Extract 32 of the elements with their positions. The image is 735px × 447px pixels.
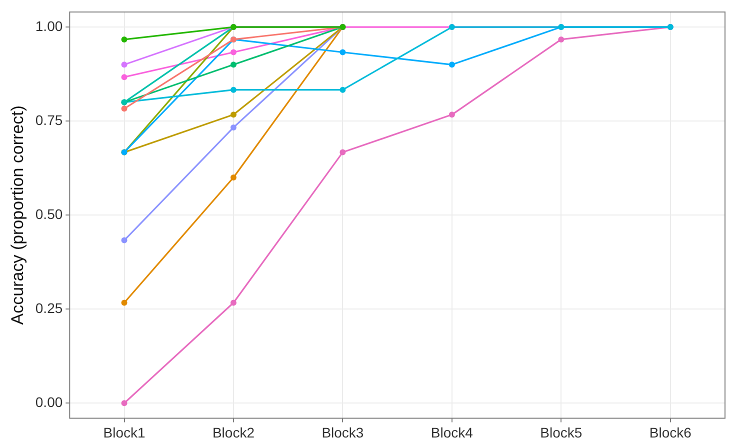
point [121, 106, 128, 112]
x-tick-label: Block5 [540, 424, 582, 440]
y-tick-label: 0.50 [35, 206, 63, 222]
point [121, 237, 128, 244]
point [230, 62, 236, 68]
point [230, 300, 236, 306]
point [448, 62, 455, 68]
point [230, 174, 236, 180]
point [121, 62, 128, 68]
point [230, 124, 236, 130]
x-tick-label: Block2 [212, 424, 255, 440]
point [121, 300, 128, 306]
x-tick-label: Block4 [430, 424, 474, 440]
point [121, 74, 128, 80]
x-tick-label: Block6 [649, 424, 692, 440]
point [448, 112, 455, 118]
x-tick-label: Block3 [322, 424, 364, 440]
y-tick-label: 0.75 [35, 112, 63, 128]
point [340, 86, 346, 93]
point [230, 86, 236, 93]
point [340, 49, 346, 56]
point [230, 112, 236, 118]
point [558, 36, 564, 42]
y-tick-label: 0.25 [35, 300, 63, 316]
y-tick-label: 0.00 [35, 394, 63, 410]
point [121, 400, 128, 406]
point [230, 49, 236, 56]
y-tick-label: 1.00 [35, 18, 63, 34]
x-tick-label: Block1 [103, 424, 146, 440]
point [340, 149, 346, 156]
point [121, 36, 128, 42]
y-axis-title: Accuracy (proportion correct) [8, 106, 27, 325]
